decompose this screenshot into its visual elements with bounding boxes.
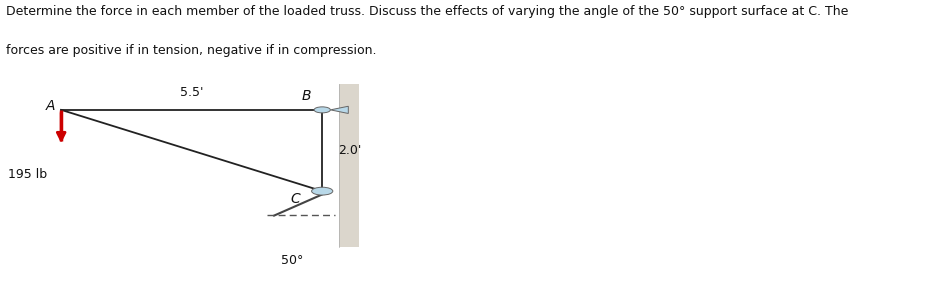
Text: 2.0': 2.0' [338,144,361,157]
Text: B: B [300,89,311,103]
Polygon shape [330,106,348,113]
Circle shape [312,187,332,195]
Text: 195 lb: 195 lb [8,168,47,181]
Text: forces are positive if in tension, negative if in compression.: forces are positive if in tension, negat… [6,44,376,57]
Text: Determine the force in each member of the loaded truss. Discuss the effects of v: Determine the force in each member of th… [6,5,847,17]
Text: C: C [290,192,300,206]
Bar [338,84,358,247]
Text: 50°: 50° [281,254,303,267]
Text: A: A [46,99,55,113]
Circle shape [314,107,330,113]
Text: 5.5': 5.5' [180,86,203,99]
